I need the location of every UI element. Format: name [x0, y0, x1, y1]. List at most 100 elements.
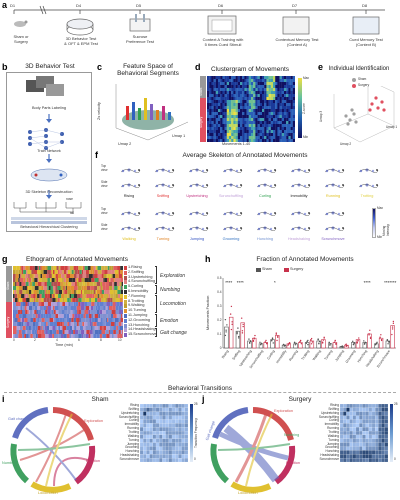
matrix-cell: [359, 454, 363, 459]
heatmap-cell: [268, 124, 271, 128]
matrix-cell: [168, 458, 173, 462]
heatmap-cell: [253, 100, 256, 104]
heatmap-cell: [211, 79, 214, 83]
ethogram-segment: [54, 274, 56, 278]
day-label: D5: [136, 3, 142, 8]
heatmap-cell: [229, 136, 232, 140]
ethogram-segment: [84, 330, 86, 334]
ethogram-segment: [81, 290, 84, 294]
heatmap-cell: [286, 136, 289, 140]
ethogram-segment: [42, 274, 47, 278]
ethogram-segment: [13, 290, 15, 294]
heatmap-cell: [275, 133, 278, 137]
heatmap-cell: [240, 136, 243, 140]
heatmap-cell: [211, 133, 214, 137]
data-point: [380, 334, 382, 336]
heatmap-cell: [279, 91, 282, 95]
ethogram-segment: [43, 306, 47, 310]
heatmap-cell: [231, 103, 234, 107]
matrix-cell: [168, 404, 173, 408]
heatmap-cell: [251, 76, 254, 80]
heatmap-cell: [268, 121, 271, 125]
heatmap-cell: [244, 88, 247, 92]
ethogram-segment: [43, 322, 45, 326]
ethogram-segment: [26, 322, 30, 326]
ethogram-segment: [106, 314, 108, 318]
heatmap-cell: [277, 79, 280, 83]
ethogram-segment: [112, 282, 115, 286]
matrix-cell: [340, 446, 344, 451]
ethogram-segment: [115, 294, 118, 298]
significance-stars: ****: [364, 280, 371, 285]
ethogram-segment: [34, 310, 37, 314]
matrix-cell: [355, 442, 360, 447]
ethogram-segment: [47, 286, 49, 290]
skeleton-top-view: [255, 163, 277, 173]
heatmap-cell: [215, 136, 219, 140]
ethogram-segment: [106, 290, 110, 294]
heatmap-cell: [246, 118, 249, 122]
heatmap-cell: [244, 82, 247, 86]
ethogram-segment: [41, 330, 45, 334]
transitions-title: Behavioral Transitions: [168, 385, 232, 392]
ethogram-segment: [42, 326, 45, 330]
heatmap-cell: [288, 88, 291, 92]
ethogram-segment: [32, 330, 35, 334]
heatmap-cell: [246, 103, 249, 107]
heatmap-cell: [233, 76, 236, 80]
data-point: [276, 339, 278, 342]
matrix-cell: [359, 427, 363, 432]
ethogram-segment: [70, 270, 72, 274]
ethogram-segment: [100, 318, 103, 322]
ethogram-segment: [13, 274, 16, 278]
matrix-cell: [168, 411, 173, 416]
ethogram-segment: [24, 294, 27, 298]
heatmap-cell: [251, 85, 254, 89]
heatmap-cell: [235, 79, 238, 83]
ethogram-segment: [48, 286, 51, 290]
ethogram-segment: [44, 318, 46, 322]
ethogram-segment: [94, 302, 97, 306]
ethogram-segment: [54, 302, 57, 306]
heatmap-cell: [244, 121, 247, 125]
heatmap-cell: [273, 124, 276, 128]
heatmap-cell: [207, 106, 210, 110]
heatmap-cell: [235, 118, 238, 122]
matrix-cell: [165, 442, 169, 447]
heatmap-cell: [229, 103, 232, 107]
ethogram-segment: [116, 314, 120, 318]
ethogram-segment: [60, 334, 64, 338]
matrix-cell: [340, 458, 344, 462]
heatmap-cell: [207, 100, 210, 104]
ethogram-segment: [27, 310, 29, 314]
group-name: Emotion: [160, 318, 179, 325]
legend-label: 6.Immobility: [128, 289, 149, 293]
matrix-row-label: Trotting: [128, 429, 139, 434]
heatmap-cell: [244, 85, 247, 89]
matrix-cell: [155, 454, 160, 459]
ethogram-segment: [41, 294, 45, 298]
matrix-cell: [371, 442, 376, 447]
heatmap-cell: [268, 127, 271, 131]
divider: [4, 392, 396, 393]
ethogram-segment: [106, 310, 108, 314]
ethogram-segment: [109, 290, 114, 294]
ethogram-segment: [94, 270, 98, 274]
heatmap-cell: [224, 109, 227, 113]
ethogram-segment: [35, 334, 38, 338]
heatmap-cell: [253, 97, 256, 101]
matrix-cell: [171, 446, 176, 451]
matrix-cell: [340, 407, 344, 412]
matrix-cell: [368, 411, 373, 416]
heatmap-cell: [288, 85, 291, 89]
heatmap-cell: [251, 127, 254, 131]
ethogram-segment: [92, 298, 96, 302]
heatmap-cell: [222, 97, 225, 101]
matrix-cell: [381, 446, 385, 451]
heatmap-cell: [281, 136, 285, 140]
ethogram-segment: [61, 282, 63, 286]
heatmap-cell: [226, 103, 230, 107]
matrix-cell: [362, 404, 366, 408]
ethogram-segment: [109, 266, 112, 270]
matrix-cell: [152, 415, 157, 420]
